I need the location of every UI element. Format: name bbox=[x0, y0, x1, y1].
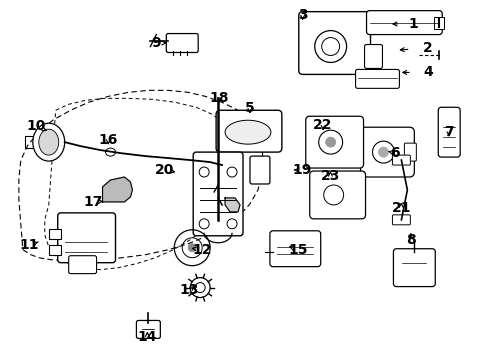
Text: 12: 12 bbox=[192, 243, 212, 257]
FancyBboxPatch shape bbox=[404, 143, 416, 161]
Text: 14: 14 bbox=[138, 330, 157, 344]
FancyBboxPatch shape bbox=[306, 116, 364, 168]
Text: 15: 15 bbox=[288, 243, 307, 257]
Text: 11: 11 bbox=[20, 238, 39, 252]
Text: 19: 19 bbox=[293, 163, 312, 177]
Text: 22: 22 bbox=[313, 118, 333, 132]
FancyBboxPatch shape bbox=[166, 33, 198, 53]
Text: 9: 9 bbox=[151, 36, 161, 50]
Text: 2: 2 bbox=[423, 41, 433, 55]
FancyBboxPatch shape bbox=[392, 155, 410, 165]
Circle shape bbox=[188, 244, 196, 252]
FancyBboxPatch shape bbox=[270, 231, 321, 267]
Text: 5: 5 bbox=[245, 101, 255, 115]
FancyBboxPatch shape bbox=[392, 215, 410, 225]
Text: 13: 13 bbox=[179, 283, 198, 297]
FancyBboxPatch shape bbox=[193, 152, 243, 236]
FancyBboxPatch shape bbox=[367, 11, 442, 35]
FancyBboxPatch shape bbox=[361, 127, 415, 177]
FancyBboxPatch shape bbox=[58, 213, 116, 263]
Ellipse shape bbox=[105, 148, 116, 156]
FancyBboxPatch shape bbox=[356, 69, 399, 88]
Text: 7: 7 bbox=[444, 125, 454, 139]
FancyBboxPatch shape bbox=[365, 45, 383, 68]
FancyBboxPatch shape bbox=[393, 249, 435, 287]
Text: 4: 4 bbox=[423, 66, 433, 80]
Text: 23: 23 bbox=[321, 170, 340, 183]
Bar bbox=[434, 17, 444, 28]
Circle shape bbox=[326, 137, 336, 147]
Bar bbox=[49, 229, 61, 239]
FancyBboxPatch shape bbox=[438, 107, 460, 157]
Text: 3: 3 bbox=[298, 8, 307, 22]
FancyBboxPatch shape bbox=[136, 320, 160, 338]
Text: 10: 10 bbox=[26, 119, 46, 133]
Circle shape bbox=[378, 147, 389, 157]
Bar bbox=[49, 245, 61, 255]
Polygon shape bbox=[102, 177, 132, 202]
Text: 1: 1 bbox=[409, 17, 418, 31]
Ellipse shape bbox=[225, 120, 271, 144]
Text: 6: 6 bbox=[391, 146, 400, 160]
Text: 8: 8 bbox=[406, 233, 416, 247]
Text: 18: 18 bbox=[210, 90, 229, 104]
FancyBboxPatch shape bbox=[216, 110, 282, 152]
Ellipse shape bbox=[33, 123, 65, 161]
FancyBboxPatch shape bbox=[310, 171, 366, 219]
Text: 20: 20 bbox=[155, 163, 174, 177]
Text: 16: 16 bbox=[98, 133, 118, 147]
Ellipse shape bbox=[39, 129, 59, 155]
Text: 21: 21 bbox=[392, 201, 411, 215]
Polygon shape bbox=[225, 198, 240, 212]
FancyBboxPatch shape bbox=[69, 256, 97, 274]
FancyBboxPatch shape bbox=[250, 156, 270, 184]
FancyBboxPatch shape bbox=[299, 12, 370, 75]
Text: 17: 17 bbox=[83, 194, 102, 208]
